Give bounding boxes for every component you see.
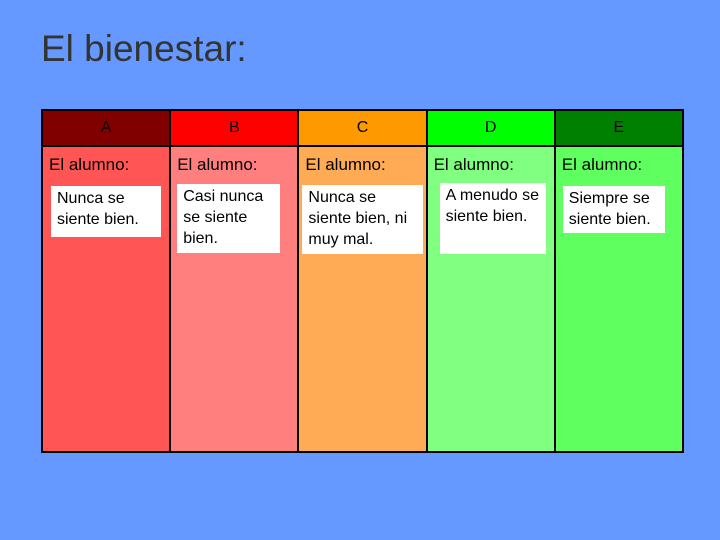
column-header-e: E	[555, 111, 682, 145]
description-note-e: Siempre se siente bien.	[562, 186, 665, 233]
column-body-a: El alumno: Nunca se siente bien.	[43, 147, 170, 451]
description-note-b: Casi nunca se siente bien.	[177, 184, 281, 253]
column-header-a: A	[43, 111, 170, 145]
column-body-b: El alumno: Casi nunca se siente bien.	[171, 147, 298, 451]
slide-title: El bienestar:	[41, 28, 247, 69]
description-note-a: Nunca se siente bien.	[51, 186, 161, 237]
column-header-b: B	[171, 111, 298, 145]
description-note-c: Nunca se siente bien, ni muy mal.	[302, 185, 424, 254]
column-body-d: El alumno: A menudo se siente bien.	[427, 147, 554, 451]
column-subtitle: El alumno:	[305, 155, 386, 174]
description-note-d: A menudo se siente bien.	[439, 183, 546, 254]
column-subtitle: El alumno:	[561, 155, 643, 174]
wellbeing-rubric-table: A B C D E El alumno: Nunca se siente bie…	[41, 109, 684, 453]
column-subtitle: El alumno:	[49, 155, 130, 174]
column-subtitle: El alumno:	[177, 155, 258, 174]
column-body-c: El alumno: Nunca se siente bien, ni muy …	[299, 147, 426, 451]
column-subtitle: El alumno:	[433, 155, 514, 174]
column-body-e: El alumno: Siempre se siente bien.	[555, 147, 682, 451]
column-header-d: D	[427, 111, 554, 145]
column-header-c: C	[299, 111, 426, 145]
